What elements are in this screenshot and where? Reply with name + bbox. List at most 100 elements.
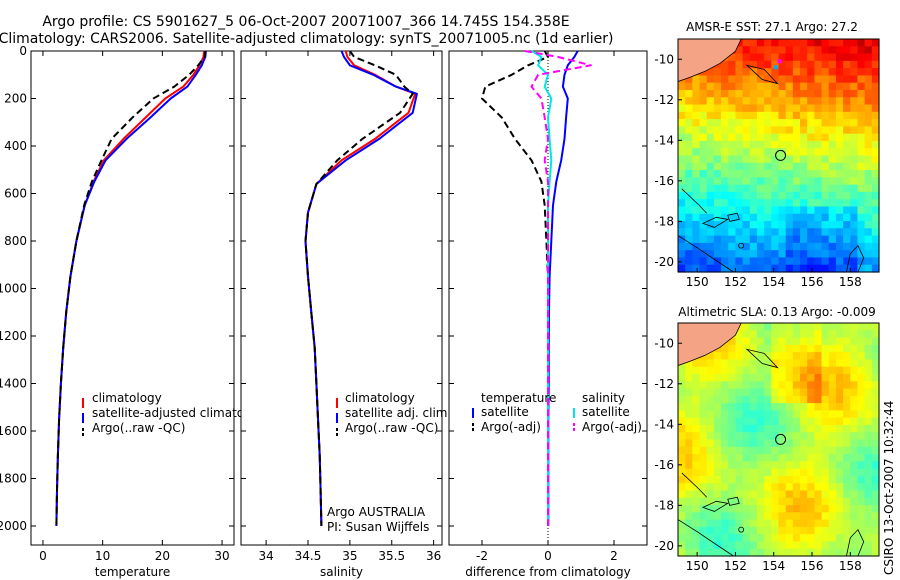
map-cell xyxy=(835,206,844,215)
map-cell xyxy=(706,155,715,164)
map-cell xyxy=(749,475,758,484)
map-cell xyxy=(821,526,830,535)
map-cell xyxy=(771,475,780,484)
map-cell xyxy=(857,541,866,550)
map-cell xyxy=(771,235,780,244)
map-cell xyxy=(699,170,708,178)
map-cell xyxy=(778,162,787,171)
map-cell xyxy=(771,446,780,455)
map-cell xyxy=(785,461,794,470)
map-cell xyxy=(814,352,823,361)
map-cell xyxy=(821,381,830,390)
map-cell xyxy=(756,534,765,543)
map-cell xyxy=(814,60,823,69)
y-tick-label: 200 xyxy=(4,92,27,106)
map-cell xyxy=(857,344,866,353)
map-cell xyxy=(742,395,751,404)
map-cell xyxy=(828,126,837,135)
map-cell xyxy=(871,366,880,375)
map-cell xyxy=(835,104,844,113)
map-cell xyxy=(792,242,801,251)
map-cell xyxy=(835,323,844,331)
map-cell xyxy=(807,111,815,120)
map-cell xyxy=(778,140,787,149)
map-cell xyxy=(713,468,722,477)
map-cell xyxy=(850,490,859,499)
map-cell xyxy=(857,403,866,411)
map-cell xyxy=(871,221,880,229)
map-cell xyxy=(706,75,715,84)
y-tick-label: 2000 xyxy=(0,519,27,533)
map-cell xyxy=(678,140,686,149)
map-cell xyxy=(821,228,830,237)
map-cell xyxy=(850,548,859,557)
map-cell xyxy=(735,410,744,419)
map-cell xyxy=(785,417,794,426)
map-cell xyxy=(857,89,866,98)
map-cell xyxy=(706,475,715,484)
x-tick-label: 35.5 xyxy=(378,549,405,563)
map-cell xyxy=(835,548,844,557)
map-cell xyxy=(864,446,873,455)
map-cell xyxy=(800,162,808,171)
map-cell xyxy=(785,257,794,266)
map-cell xyxy=(699,424,708,433)
map-cell xyxy=(742,381,751,390)
map-cell xyxy=(792,330,801,339)
map-cell xyxy=(792,89,801,98)
map-cell xyxy=(785,199,794,208)
map-cell xyxy=(800,519,808,528)
map-cell xyxy=(864,97,873,106)
map-cell xyxy=(728,359,737,368)
map-cell xyxy=(778,104,787,113)
coastline xyxy=(677,235,734,273)
map-cell xyxy=(835,82,844,91)
map-cell xyxy=(850,534,859,543)
map-cell xyxy=(857,140,866,149)
map-cell xyxy=(742,82,751,91)
map-cell xyxy=(857,519,866,528)
map-cell xyxy=(764,330,772,339)
x-tick-label: 150 xyxy=(686,559,709,573)
map-cell xyxy=(835,410,844,419)
map-cell xyxy=(721,213,729,222)
map-cell xyxy=(814,133,823,142)
map-cell xyxy=(742,461,751,470)
map-cell xyxy=(678,264,686,273)
map-cell xyxy=(771,75,780,84)
map-cell xyxy=(843,221,851,229)
map-cell xyxy=(821,177,830,186)
map-cell xyxy=(699,89,708,98)
map-cell xyxy=(850,155,859,164)
argo-annotation-2: PI: Susan Wijffels xyxy=(327,520,429,534)
map-cell xyxy=(835,53,844,62)
map-cell xyxy=(821,184,830,193)
map-cell xyxy=(713,89,722,98)
map-cell xyxy=(756,148,765,157)
map-cell xyxy=(699,446,708,455)
map-cell xyxy=(728,424,737,433)
map-cell xyxy=(821,68,830,77)
map-cell xyxy=(814,468,823,477)
map-cell xyxy=(785,359,794,368)
map-cell xyxy=(821,264,830,273)
map-cell xyxy=(735,337,744,346)
map-cell xyxy=(821,221,830,229)
map-cell xyxy=(864,133,873,142)
map-cell xyxy=(699,228,708,237)
map-cell xyxy=(692,177,701,186)
map-cell xyxy=(843,111,851,120)
map-cell xyxy=(835,439,844,448)
map-cell xyxy=(785,235,794,244)
map-cell xyxy=(857,97,866,106)
map-cell xyxy=(785,395,794,404)
legend-item: Argo(-adj) xyxy=(582,420,642,434)
map-cell xyxy=(735,519,744,528)
temperature-axes-box xyxy=(30,50,235,546)
map-cell xyxy=(814,439,823,448)
map-cell xyxy=(764,373,772,382)
map-cell xyxy=(756,366,765,375)
map-cell xyxy=(778,191,787,200)
map-cell xyxy=(764,242,772,251)
map-cell xyxy=(764,199,772,208)
